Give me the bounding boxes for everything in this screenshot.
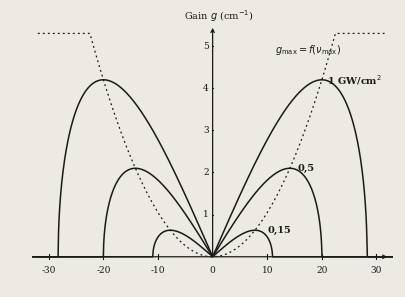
Text: 5: 5 <box>203 42 209 50</box>
Text: 30: 30 <box>371 266 382 275</box>
Text: 3: 3 <box>203 126 209 135</box>
Text: -30: -30 <box>42 266 56 275</box>
Text: 2: 2 <box>203 168 209 177</box>
Text: 0,5: 0,5 <box>297 164 314 173</box>
Text: -20: -20 <box>96 266 111 275</box>
Text: Gain $g$ (cm$^{-1}$): Gain $g$ (cm$^{-1}$) <box>184 8 254 24</box>
Text: 4: 4 <box>203 84 209 93</box>
Text: 0: 0 <box>210 266 215 275</box>
Text: 1 GW/cm$^2$: 1 GW/cm$^2$ <box>327 73 382 87</box>
Text: 1: 1 <box>203 210 209 219</box>
Text: 0,15: 0,15 <box>267 226 291 235</box>
Text: 10: 10 <box>262 266 273 275</box>
Text: -10: -10 <box>151 266 165 275</box>
Text: 20: 20 <box>316 266 328 275</box>
Text: $g_{\rm max}=f\left(\nu_{\rm max}\right)$: $g_{\rm max}=f\left(\nu_{\rm max}\right)… <box>275 43 341 57</box>
